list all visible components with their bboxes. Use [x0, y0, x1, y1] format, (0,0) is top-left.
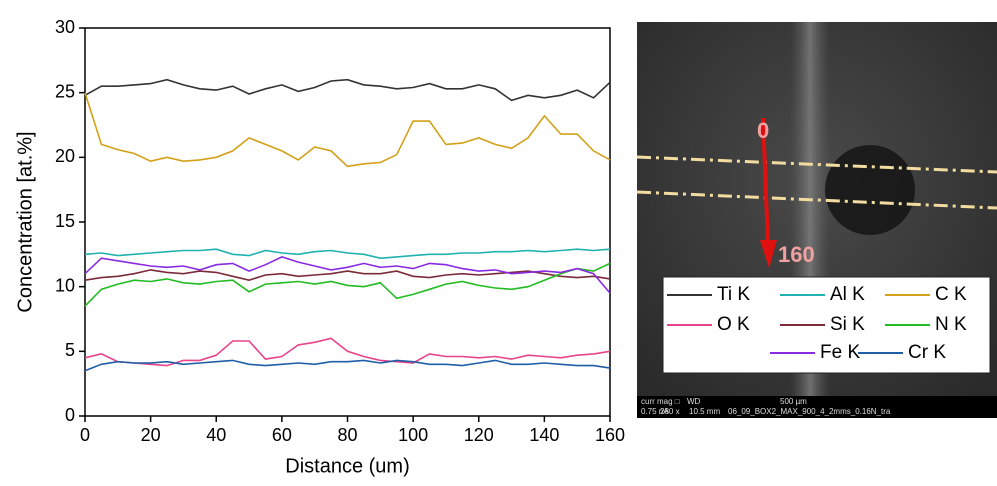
y-tick-label: 20: [55, 146, 75, 166]
info-text: 10.5 mm: [689, 407, 720, 416]
series-line: [84, 269, 611, 282]
x-tick-label: 40: [206, 425, 226, 445]
y-tick-label: 15: [55, 211, 75, 231]
legend-label: Ti K: [717, 284, 750, 305]
info-text: 500 µm: [780, 397, 807, 406]
series-line: [84, 248, 611, 260]
series-line: [84, 337, 611, 367]
x-tick-label: 100: [398, 425, 428, 445]
x-tick-label: 60: [272, 425, 292, 445]
legend-label: Fe K: [820, 342, 860, 363]
x-tick-label: 140: [529, 425, 559, 445]
info-text: mag □: [657, 397, 680, 406]
series-line: [84, 262, 611, 307]
info-text: 06_09_BOX2_MAX_900_4_2mms_0.16N_tra: [728, 407, 891, 416]
info-text: WD: [687, 397, 701, 406]
plot-frame: [84, 27, 611, 417]
y-tick-label: 30: [55, 17, 75, 37]
legend-label: O K: [717, 314, 750, 335]
y-axis-label: Concentration [at.%]: [14, 131, 36, 312]
legend-label: Al K: [830, 284, 865, 305]
info-text: 0.75 nA: [641, 407, 669, 416]
info-text: curr: [641, 397, 655, 406]
y-tick-label: 5: [65, 340, 75, 360]
y-tick-label: 0: [65, 405, 75, 425]
sem-image: 0 160: [636, 22, 997, 418]
y-tick-label: 25: [55, 81, 75, 101]
info-text: 280 x: [660, 407, 680, 416]
end-label: 160: [778, 242, 815, 267]
series-line: [84, 359, 611, 372]
legend-label: N K: [935, 314, 967, 335]
x-tick-label: 80: [337, 425, 357, 445]
y-tick-label: 10: [55, 275, 75, 295]
series-line: [84, 78, 611, 102]
start-label: 0: [757, 118, 769, 143]
legend-label: C K: [935, 284, 967, 305]
x-axis-label: Distance (um): [285, 455, 409, 477]
x-tick-label: 20: [141, 425, 161, 445]
series-line: [84, 256, 611, 294]
x-tick-label: 0: [80, 425, 90, 445]
legend-label: Cr K: [908, 342, 946, 363]
x-tick-label: 160: [595, 425, 625, 445]
legend-label: Si K: [830, 314, 865, 335]
series-line: [84, 92, 611, 168]
x-tick-label: 120: [464, 425, 494, 445]
